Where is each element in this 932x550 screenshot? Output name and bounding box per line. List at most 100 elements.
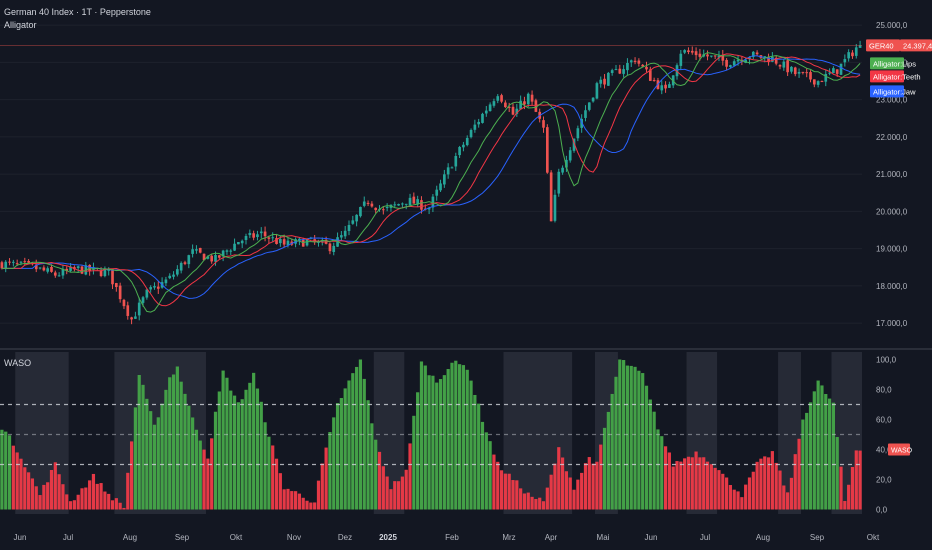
waso-tag-bg <box>888 443 910 456</box>
candle-body <box>633 60 637 62</box>
candle-body <box>271 237 275 239</box>
waso-bar <box>560 457 565 510</box>
candle-body <box>27 260 30 263</box>
candle-body <box>744 59 748 63</box>
candle-body <box>137 302 141 316</box>
candle-body <box>755 52 759 55</box>
candle-body <box>381 209 385 211</box>
waso-bar <box>675 461 679 510</box>
candle-body <box>473 124 477 130</box>
candle-body <box>820 81 824 83</box>
candle-body <box>153 286 156 288</box>
waso-bar <box>355 366 359 510</box>
candle-body <box>229 250 233 252</box>
candle-body <box>557 171 561 194</box>
candle-body <box>374 207 378 211</box>
time-axis-tick: Okt <box>230 533 243 542</box>
waso-bar <box>656 429 660 510</box>
waso-bar <box>618 359 622 510</box>
waso-bar <box>76 494 80 510</box>
candle-body <box>439 183 442 191</box>
waso-bar <box>496 461 500 510</box>
candle-body <box>328 243 332 252</box>
candle-body <box>767 57 770 63</box>
waso-bar <box>789 477 794 510</box>
candle-body <box>668 84 671 88</box>
candle-body <box>233 243 236 251</box>
time-axis-tick: Jul <box>700 533 710 542</box>
waso-bar <box>27 472 31 510</box>
waso-bar <box>53 462 57 510</box>
waso-bar <box>763 456 767 510</box>
waso-bar <box>347 380 351 510</box>
waso-bar <box>366 400 370 510</box>
waso-axis-tick: 80,0 <box>876 386 892 395</box>
waso-bar <box>49 469 54 510</box>
waso-bar <box>774 462 778 510</box>
candle-body <box>412 196 416 204</box>
waso-bar <box>232 395 237 510</box>
waso-bar <box>766 457 771 510</box>
candle-body <box>259 231 263 234</box>
waso-bar <box>187 405 191 510</box>
waso-bar <box>225 377 229 510</box>
waso-bar <box>122 507 126 510</box>
waso-bar <box>782 485 786 510</box>
candle-body <box>626 63 629 71</box>
candle-body <box>572 138 576 151</box>
symbol-tag: GER40 <box>869 41 894 50</box>
candle-body <box>652 79 656 81</box>
waso-bar <box>267 436 271 510</box>
waso-bar <box>461 365 466 510</box>
candle-body <box>145 289 149 298</box>
waso-axis-tick: 100,0 <box>876 356 897 365</box>
waso-bar <box>438 379 443 510</box>
waso-bar <box>400 476 404 510</box>
waso-bar <box>530 496 534 510</box>
waso-bar <box>602 427 607 510</box>
waso-bar <box>343 388 347 510</box>
waso-bar <box>362 378 366 510</box>
candle-body <box>217 255 221 258</box>
waso-bar <box>820 385 824 510</box>
alligator-lips-line <box>1 52 861 313</box>
waso-bar <box>713 467 717 510</box>
time-axis-tick: Mai <box>597 533 610 542</box>
candle-body <box>408 197 412 206</box>
candle-body <box>545 127 549 173</box>
waso-bar <box>324 447 328 510</box>
candle-body <box>19 261 23 263</box>
waso-bar <box>72 500 76 510</box>
waso-bar <box>427 375 431 510</box>
waso-bar <box>110 500 115 510</box>
waso-bar <box>648 399 652 510</box>
candle-body <box>832 68 835 74</box>
candle-body <box>454 156 458 167</box>
candle-body <box>568 150 572 161</box>
waso-bar <box>477 403 481 510</box>
waso-bar <box>663 446 668 510</box>
waso-bar <box>423 365 427 510</box>
waso-bar <box>229 390 233 510</box>
waso-bar <box>686 456 691 510</box>
waso-bar <box>591 463 595 510</box>
candle-body <box>15 263 19 265</box>
candle-body <box>717 55 721 58</box>
candle-body <box>698 53 702 57</box>
waso-axis-tick: 0,0 <box>876 506 888 515</box>
waso-bar <box>835 437 839 510</box>
candle-body <box>801 71 805 73</box>
symbol-tag-bg <box>866 39 900 52</box>
waso-bar <box>335 403 340 510</box>
waso-bar <box>568 477 572 510</box>
waso-bar <box>252 372 256 510</box>
waso-bar <box>488 441 492 510</box>
waso-bar <box>797 438 801 510</box>
candle-body <box>793 67 797 75</box>
waso-bar <box>91 473 96 510</box>
candle-body <box>198 247 202 253</box>
waso-bar <box>839 466 843 510</box>
candle-body <box>496 96 500 101</box>
waso-bar <box>282 489 286 510</box>
candle-body <box>244 236 248 240</box>
